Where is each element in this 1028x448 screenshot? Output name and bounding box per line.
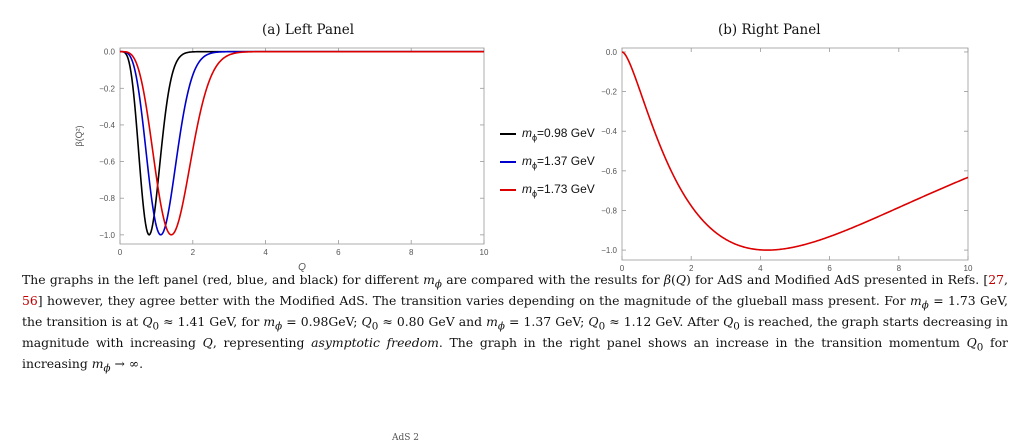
y-tick-label: −0.2: [99, 84, 115, 93]
citation-link[interactable]: 27: [988, 272, 1005, 287]
x-tick-label: 2: [191, 248, 196, 257]
series-line-0: [120, 50, 484, 236]
y-tick-label: −0.8: [601, 206, 617, 215]
legend-label: mϕ=1.37 GeV: [522, 153, 595, 171]
series-line-1: [120, 50, 484, 236]
y-tick-label: 0.0: [104, 48, 116, 57]
right-panel-title: (b) Right Panel: [718, 22, 821, 38]
plot-frame: [621, 47, 969, 261]
x-tick-label: 0: [118, 248, 123, 257]
y-tick-label: −0.2: [601, 88, 617, 97]
series-line-0: [621, 51, 969, 251]
series-line-2: [120, 50, 484, 236]
x-tick-label: 8: [897, 264, 902, 273]
x-tick-label: 6: [827, 264, 832, 273]
plot-frame: [119, 47, 485, 245]
x-tick-label: 4: [263, 248, 268, 257]
left-chart: 0 2 4 6 8 10 0.0 −0.2 −0.4 −0.6 −0.8 −1.0 Qβ(Q²): [74, 47, 489, 273]
x-tick-label: 4: [758, 264, 763, 273]
x-tick-label: 8: [409, 248, 414, 257]
y-tick-label: −1.0: [601, 246, 617, 255]
legend: mϕ=0.98 GeV mϕ=1.37 GeV mϕ=1.73 GeV: [500, 120, 595, 204]
y-tick-label: 0.0: [606, 48, 618, 57]
y-tick-label: −0.8: [99, 194, 115, 203]
y-tick-label: −0.6: [99, 158, 115, 167]
x-tick-label: 10: [480, 248, 489, 257]
legend-item-blue: mϕ=1.37 GeV: [500, 148, 595, 176]
y-tick-label: −1.0: [99, 231, 115, 240]
legend-item-red: mϕ=1.73 GeV: [500, 176, 595, 204]
figure-caption: The graphs in the left panel (red, blue,…: [22, 272, 1008, 375]
y-tick-label: −0.4: [99, 121, 115, 130]
legend-swatch: [500, 161, 516, 163]
x-tick-label: 6: [336, 248, 341, 257]
y-tick-label: −0.4: [601, 127, 617, 136]
right-chart: 0 2 4 6 8 10 0.0 −0.2 −0.4 −0.6 −0.8 −1.0: [601, 47, 973, 273]
x-tick-label: 0: [620, 264, 625, 273]
x-axis-label: Q: [298, 262, 306, 273]
legend-swatch: [500, 189, 516, 191]
left-panel-title: (a) Left Panel: [262, 22, 355, 38]
legend-swatch: [500, 133, 516, 135]
y-axis-label: β(Q²): [74, 125, 84, 146]
citation-link[interactable]: 56: [22, 293, 38, 309]
y-tick-label: −0.6: [601, 167, 617, 176]
legend-label: mϕ=0.98 GeV: [522, 125, 595, 143]
x-tick-label: 10: [964, 264, 973, 273]
legend-item-black: mϕ=0.98 GeV: [500, 120, 595, 148]
legend-label: mϕ=1.73 GeV: [522, 181, 595, 199]
cut-off-equation-fragment: AdS 2: [392, 433, 420, 443]
x-tick-label: 2: [689, 264, 694, 273]
